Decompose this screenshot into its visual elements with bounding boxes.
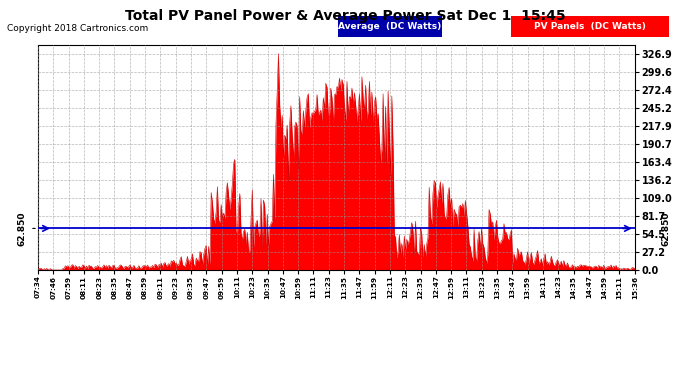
FancyBboxPatch shape — [511, 16, 669, 37]
FancyBboxPatch shape — [338, 16, 442, 37]
Text: 62.850: 62.850 — [661, 211, 671, 246]
Text: Copyright 2018 Cartronics.com: Copyright 2018 Cartronics.com — [7, 24, 148, 33]
Text: Average  (DC Watts): Average (DC Watts) — [338, 22, 442, 31]
Text: 62.850: 62.850 — [17, 211, 27, 246]
Text: Total PV Panel Power & Average Power Sat Dec 1  15:45: Total PV Panel Power & Average Power Sat… — [125, 9, 565, 23]
Text: PV Panels  (DC Watts): PV Panels (DC Watts) — [534, 22, 646, 31]
